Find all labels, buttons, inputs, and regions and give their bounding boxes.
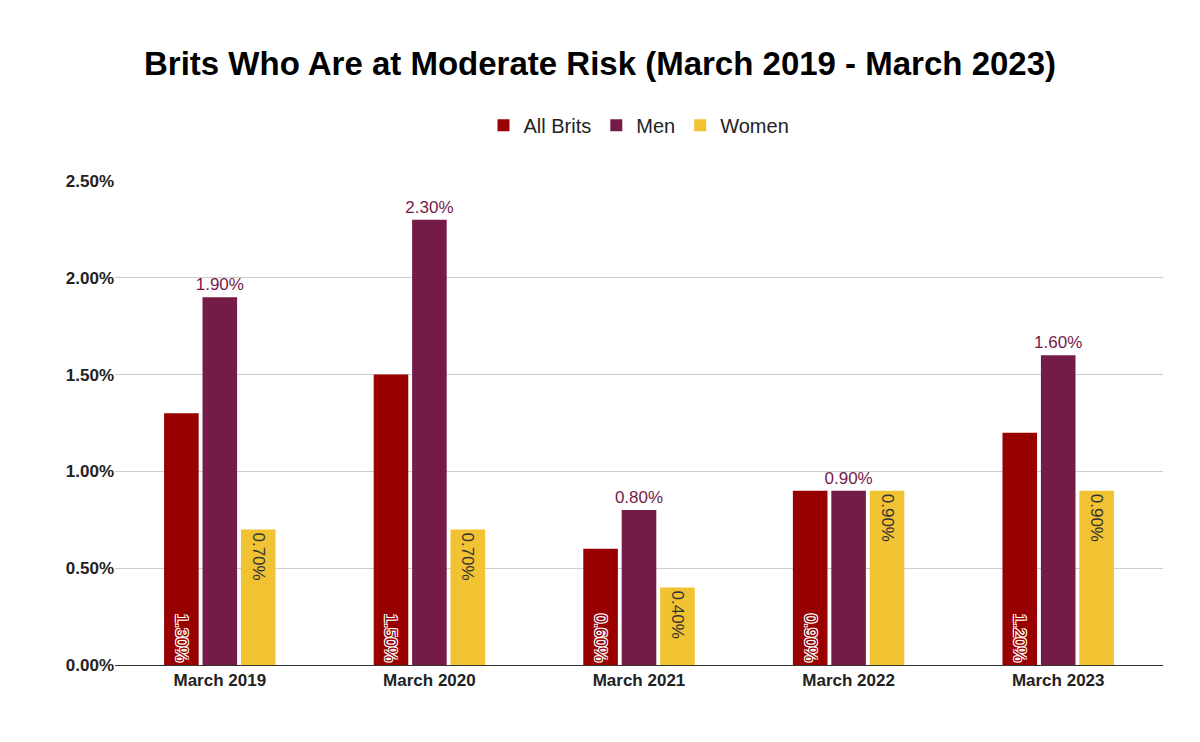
svg-text:Men: Men (636, 115, 675, 137)
svg-text:March 2019: March 2019 (173, 671, 266, 690)
svg-text:March 2021: March 2021 (593, 671, 686, 690)
svg-text:0.60%: 0.60% (591, 614, 610, 662)
svg-text:2.50%: 2.50% (66, 172, 114, 191)
svg-text:1.30%: 1.30% (172, 614, 191, 662)
svg-text:March 2022: March 2022 (802, 671, 895, 690)
svg-text:March 2023: March 2023 (1012, 671, 1105, 690)
svg-text:All Brits: All Brits (524, 115, 592, 137)
svg-text:0.00%: 0.00% (66, 656, 114, 675)
svg-text:0.90%: 0.90% (824, 469, 872, 488)
svg-text:2.30%: 2.30% (405, 198, 453, 217)
svg-text:1.50%: 1.50% (381, 614, 400, 662)
svg-text:1.00%: 1.00% (66, 462, 114, 481)
svg-text:0.90%: 0.90% (1087, 494, 1106, 542)
svg-text:0.50%: 0.50% (66, 559, 114, 578)
svg-text:0.40%: 0.40% (668, 591, 687, 639)
svg-text:1.20%: 1.20% (1010, 614, 1029, 662)
svg-text:1.50%: 1.50% (66, 366, 114, 385)
svg-text:March 2020: March 2020 (383, 671, 476, 690)
svg-text:1.90%: 1.90% (196, 275, 244, 294)
svg-text:1.60%: 1.60% (1034, 333, 1082, 352)
svg-text:2.00%: 2.00% (66, 269, 114, 288)
svg-text:Brits Who Are at Moderate Risk: Brits Who Are at Moderate Risk (March 20… (144, 45, 1056, 82)
svg-text:Women: Women (720, 115, 789, 137)
svg-text:0.70%: 0.70% (249, 532, 268, 580)
svg-text:0.70%: 0.70% (458, 532, 477, 580)
svg-text:0.80%: 0.80% (615, 488, 663, 507)
svg-text:0.90%: 0.90% (801, 614, 820, 662)
svg-text:0.90%: 0.90% (878, 494, 897, 542)
